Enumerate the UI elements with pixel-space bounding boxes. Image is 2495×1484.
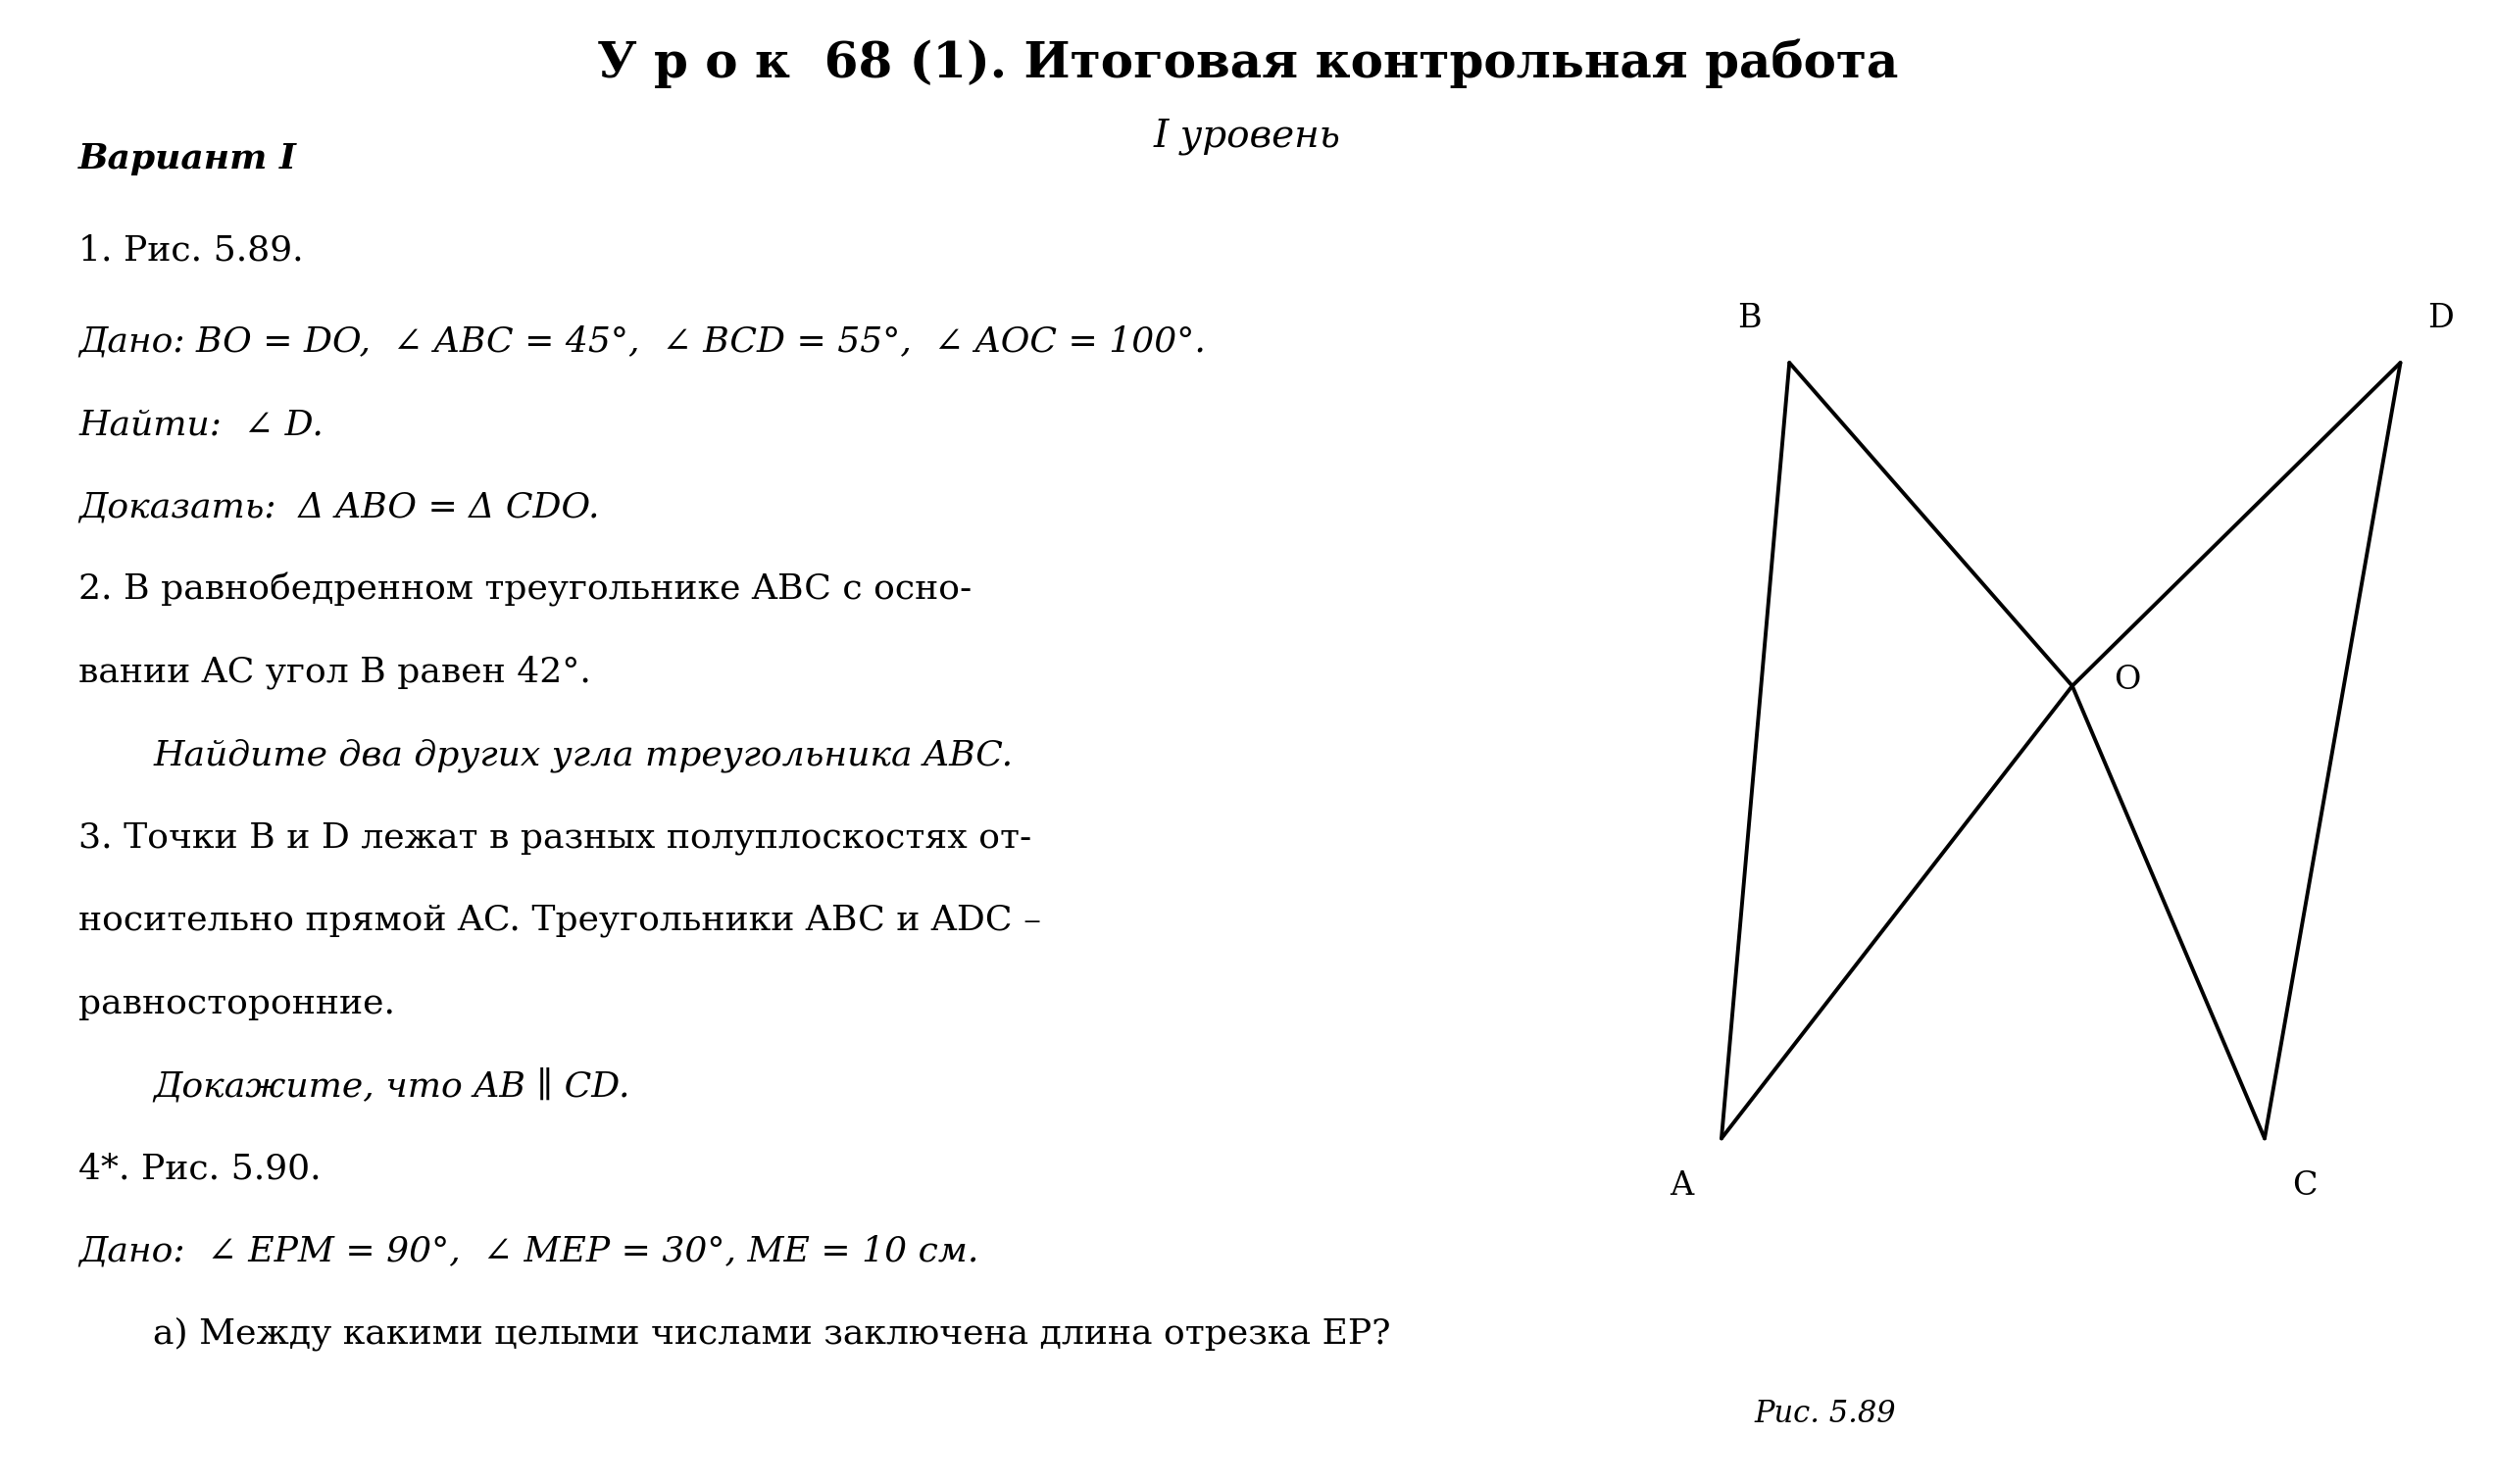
Text: D: D (2428, 303, 2453, 334)
Text: вании AC угол B равен 42°.: вании AC угол B равен 42°. (80, 656, 591, 690)
Text: 3. Точки B и D лежат в разных полуплоскостях от-: 3. Точки B и D лежат в разных полуплоско… (80, 821, 1033, 855)
Text: Докажите, что AB ∥ CD.: Докажите, что AB ∥ CD. (152, 1068, 631, 1103)
Text: 4*. Рис. 5.90.: 4*. Рис. 5.90. (80, 1152, 322, 1186)
Text: равносторонние.: равносторонние. (80, 987, 394, 1020)
Text: Дано: BO = DO,  ∠ ABC = 45°,  ∠ BCD = 55°,  ∠ AOC = 100°.: Дано: BO = DO, ∠ ABC = 45°, ∠ BCD = 55°,… (80, 325, 1205, 359)
Text: У р о к  68 (1). Итоговая контрольная работа: У р о к 68 (1). Итоговая контрольная раб… (596, 39, 1899, 88)
Text: 1. Рис. 5.89.: 1. Рис. 5.89. (80, 234, 304, 267)
Text: Найти:  ∠ D.: Найти: ∠ D. (80, 408, 324, 441)
Text: Найдите два других угла треугольника ABC.: Найдите два других угла треугольника ABC… (152, 739, 1013, 772)
Text: Доказать:  Δ ABO = Δ CDO.: Доказать: Δ ABO = Δ CDO. (80, 491, 599, 524)
Text: носительно прямой AC. Треугольники ABC и ADC –: носительно прямой AC. Треугольники ABC и… (80, 904, 1040, 938)
Text: Вариант I: Вариант I (80, 142, 297, 175)
Text: A: A (1669, 1169, 1694, 1202)
Text: O: O (2113, 665, 2141, 696)
Text: I уровень: I уровень (1155, 119, 1342, 156)
Text: Дано:  ∠ EPM = 90°,  ∠ MEP = 30°, ME = 10 см.: Дано: ∠ EPM = 90°, ∠ MEP = 30°, ME = 10 … (80, 1235, 978, 1267)
Text: а) Между какими целыми числами заключена длина отрезка EP?: а) Между какими целыми числами заключена… (152, 1316, 1392, 1350)
Text: Рис. 5.89: Рис. 5.89 (1754, 1398, 1896, 1429)
Text: 2. В равнобедренном треугольнике ABC с осно-: 2. В равнобедренном треугольнике ABC с о… (80, 573, 973, 607)
Text: C: C (2293, 1169, 2318, 1202)
Text: B: B (1737, 303, 1761, 334)
